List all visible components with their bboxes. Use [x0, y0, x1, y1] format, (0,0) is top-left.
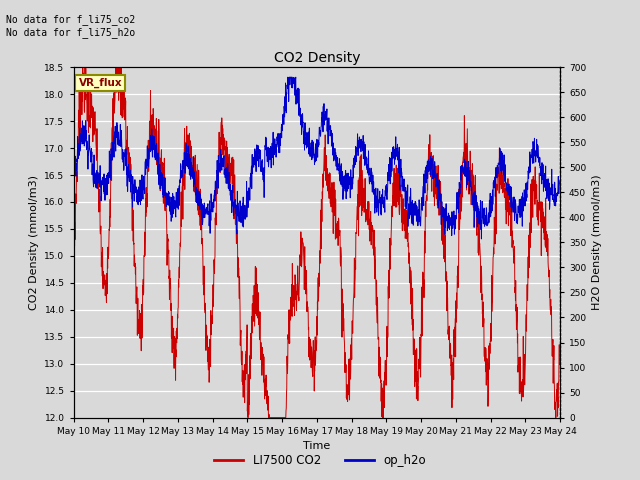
Legend: LI7500 CO2, op_h2o: LI7500 CO2, op_h2o	[209, 449, 431, 472]
Y-axis label: CO2 Density (mmol/m3): CO2 Density (mmol/m3)	[29, 175, 39, 310]
X-axis label: Time: Time	[303, 441, 330, 451]
Title: CO2 Density: CO2 Density	[273, 51, 360, 65]
Text: VR_flux: VR_flux	[79, 78, 122, 88]
Text: No data for f_li75_co2
No data for f_li75_h2o: No data for f_li75_co2 No data for f_li7…	[6, 14, 136, 38]
Y-axis label: H2O Density (mmol/m3): H2O Density (mmol/m3)	[592, 175, 602, 310]
